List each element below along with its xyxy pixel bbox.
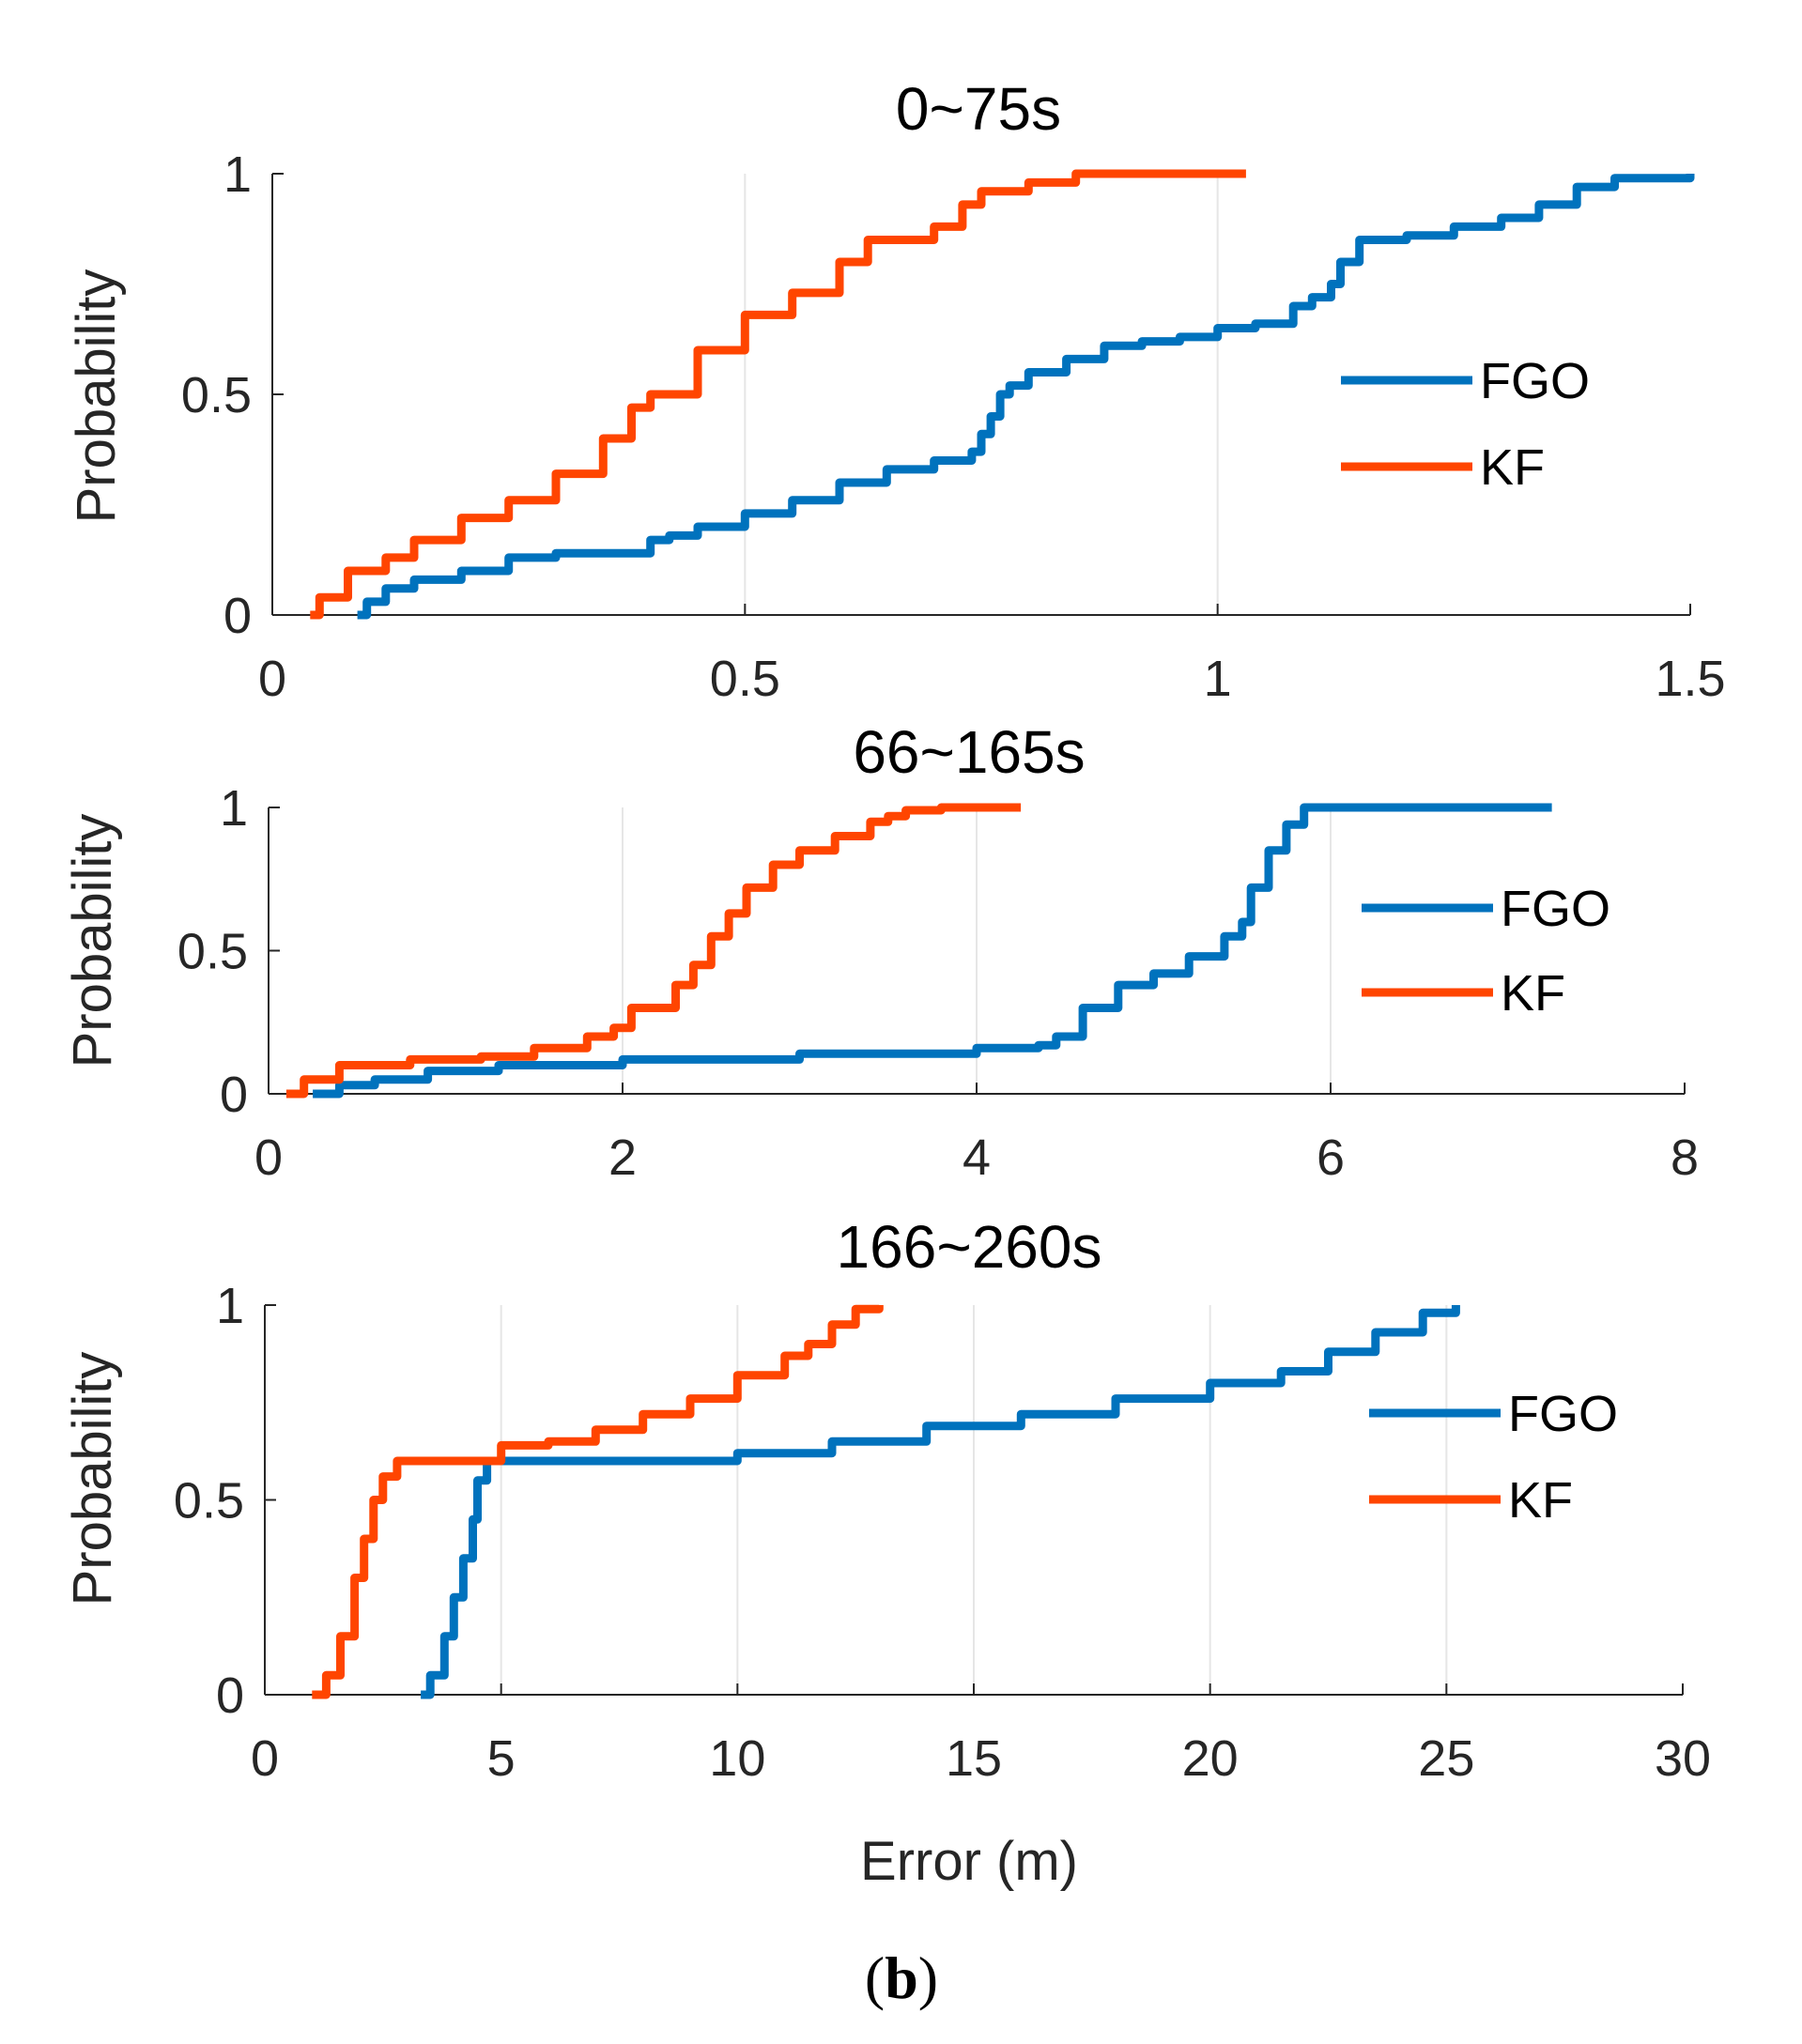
y-tick-label: 0.5: [181, 367, 252, 423]
chart-panel-0-75s: 0~75s Probability 0 0.5 1 1.5 0 0.5 1 FGO KF: [66, 75, 1726, 707]
series-line-fgo: [313, 803, 1552, 1099]
x-tick-label: 15: [946, 1730, 1002, 1787]
legend-label-fgo: FGO: [1508, 1386, 1618, 1442]
x-tick-label: 5: [487, 1730, 516, 1787]
figure-caption: (b): [865, 1944, 938, 2011]
x-tick-label: 4: [963, 1130, 991, 1186]
chart-title: 66~165s: [853, 718, 1085, 786]
caption-close-paren: ): [918, 1944, 938, 2011]
chart-title: 0~75s: [896, 75, 1061, 143]
y-axis-label: Probability: [62, 1352, 123, 1606]
x-tick-label: 0: [251, 1730, 279, 1787]
chart-panel-66-165s: 66~165s Probability 0 2 4 6 8 0 0.5 1 FGO KF: [62, 718, 1699, 1186]
legend-label-fgo: FGO: [1480, 353, 1590, 409]
x-tick-label: 1.5: [1655, 651, 1725, 707]
y-tick-label: 0: [220, 1067, 248, 1123]
series-line-kf: [310, 169, 1246, 620]
y-tick-label: 1: [220, 780, 248, 837]
x-tick-label: 25: [1418, 1730, 1474, 1787]
x-tick-label: 30: [1655, 1730, 1711, 1787]
caption-open-paren: (: [865, 1944, 885, 2011]
x-tick-label: 2: [608, 1130, 637, 1186]
x-tick-label: 20: [1182, 1730, 1239, 1787]
x-tick-label: 0: [258, 651, 286, 707]
legend-label-kf: KF: [1508, 1472, 1573, 1529]
caption-letter: b: [885, 1944, 918, 2011]
y-axis-label: Probability: [62, 814, 123, 1068]
x-tick-label: 0.5: [710, 651, 780, 707]
series-line-kf: [312, 1304, 884, 1699]
y-tick-label: 1: [223, 146, 252, 203]
y-tick-label: 1: [216, 1278, 244, 1334]
series-line-kf: [285, 803, 1022, 1099]
chart-panel-166-260s: 166~260s Probability Error (m) 0 5 10 15 20 2…: [62, 1213, 1711, 1892]
series-line-fgo: [421, 1305, 1460, 1699]
y-tick-label: 0: [216, 1667, 244, 1724]
legend-label-kf: KF: [1501, 965, 1565, 1022]
y-tick-label: 0.5: [174, 1473, 244, 1529]
legend-label-kf: KF: [1480, 439, 1545, 496]
x-tick-label: 0: [254, 1130, 283, 1186]
legend-label-fgo: FGO: [1501, 881, 1610, 937]
x-tick-label: 1: [1204, 651, 1232, 707]
x-tick-label: 6: [1317, 1130, 1345, 1186]
x-tick-label: 8: [1671, 1130, 1699, 1186]
series-line-fgo: [357, 174, 1695, 620]
x-tick-label: 10: [709, 1730, 765, 1787]
chart-title: 166~260s: [837, 1213, 1102, 1281]
y-axis-label: Probability: [66, 269, 127, 524]
x-axis-label: Error (m): [860, 1831, 1078, 1892]
y-tick-label: 0.5: [177, 924, 248, 980]
y-tick-label: 0: [223, 588, 252, 644]
